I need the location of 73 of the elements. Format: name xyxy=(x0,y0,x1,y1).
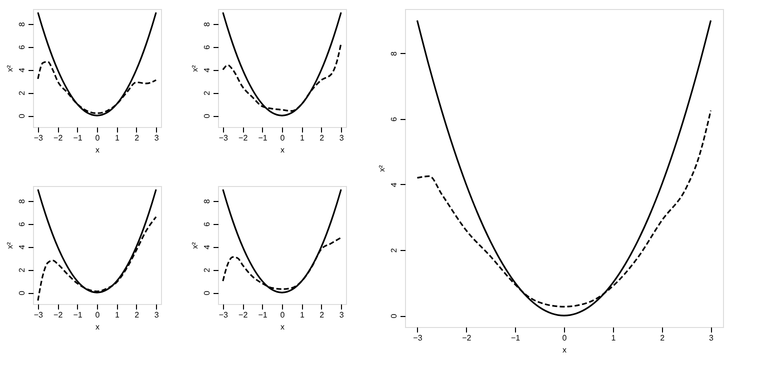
y-tick-label: 6 xyxy=(18,44,26,50)
x-axis-title: x xyxy=(96,146,100,154)
x-axis-title: x xyxy=(280,146,284,154)
x-tick-label: −1 xyxy=(73,134,83,142)
x-tick-label: 1 xyxy=(300,134,305,142)
y-axis-title: x² xyxy=(190,242,200,249)
y-tick-label: 4 xyxy=(390,182,398,188)
x-tick-label: 3 xyxy=(339,310,344,320)
x-tick-label: 2 xyxy=(660,334,666,342)
x-tick-label: −3 xyxy=(34,310,44,320)
y-tick-label: 0 xyxy=(18,113,26,118)
x-tick-label: −3 xyxy=(34,134,44,142)
x-tick-label: −1 xyxy=(258,134,268,142)
y-tick-label: 8 xyxy=(18,22,26,27)
x-tick-label: 0 xyxy=(95,310,100,320)
x-axis-title: x xyxy=(96,322,100,332)
x-tick-label: 3 xyxy=(339,134,344,142)
y-axis-title: x² xyxy=(6,242,14,249)
x-tick-label: −3 xyxy=(218,134,229,142)
y-tick-label: 4 xyxy=(18,67,26,72)
y-axis-title: x² xyxy=(6,64,14,72)
x-tick-label: 0 xyxy=(280,310,286,320)
x-axis-title: x xyxy=(562,346,566,354)
y-tick-label: 6 xyxy=(18,222,26,227)
x-tick-label: 0 xyxy=(95,134,100,142)
y-tick-label: 4 xyxy=(202,67,212,72)
y-axis-title: x² xyxy=(378,164,386,172)
x-tick-label: 2 xyxy=(320,134,325,142)
x-tick-label: −1 xyxy=(73,310,83,320)
y-tick-label: 2 xyxy=(18,267,26,272)
y-tick-label: 2 xyxy=(390,248,398,253)
x-tick-label: 1 xyxy=(611,334,616,342)
y-tick-label: 6 xyxy=(390,116,398,122)
y-tick-label: 6 xyxy=(202,44,212,50)
x-tick-label: −1 xyxy=(511,334,521,342)
x-tick-label: −1 xyxy=(258,310,268,320)
y-tick-label: 0 xyxy=(18,290,26,296)
x-tick-label: 3 xyxy=(154,310,160,320)
x-tick-label: −3 xyxy=(413,334,423,342)
y-tick-label: 4 xyxy=(202,244,212,250)
y-tick-label: 2 xyxy=(202,267,212,272)
y-tick-label: 0 xyxy=(202,113,212,118)
line-series xyxy=(222,188,342,294)
y-tick-label: 2 xyxy=(202,90,212,96)
x-tick-label: −2 xyxy=(54,134,64,142)
x-tick-label: −2 xyxy=(462,334,472,342)
x-tick-label: −2 xyxy=(238,134,248,142)
x-tick-label: 1 xyxy=(300,310,305,320)
x-tick-label: 3 xyxy=(709,334,714,342)
y-axis-title: x² xyxy=(190,64,200,72)
y-tick-label: 2 xyxy=(18,90,26,96)
x-tick-label: 2 xyxy=(320,310,325,320)
x-tick-label: 2 xyxy=(134,310,140,320)
y-tick-label: 8 xyxy=(390,50,398,56)
y-tick-label: 4 xyxy=(18,244,26,250)
x-tick-label: −3 xyxy=(218,310,229,320)
x-tick-label: 2 xyxy=(134,134,140,142)
x-tick-label: −2 xyxy=(54,310,64,320)
x-axis-title: x xyxy=(280,322,284,332)
x-tick-label: −2 xyxy=(238,310,248,320)
line-series xyxy=(416,20,712,316)
y-tick-label: 8 xyxy=(202,198,212,204)
x-tick-label: 0 xyxy=(280,134,286,142)
x-tick-label: 3 xyxy=(154,134,160,142)
x-tick-label: 1 xyxy=(114,310,120,320)
y-tick-label: 0 xyxy=(202,290,212,296)
y-tick-label: 6 xyxy=(202,222,212,227)
line-series xyxy=(37,12,157,116)
x-tick-label: 1 xyxy=(114,134,120,142)
line-series xyxy=(222,12,342,116)
y-tick-label: 8 xyxy=(202,22,212,27)
x-tick-label: 0 xyxy=(562,334,568,342)
y-tick-label: 8 xyxy=(18,198,26,204)
